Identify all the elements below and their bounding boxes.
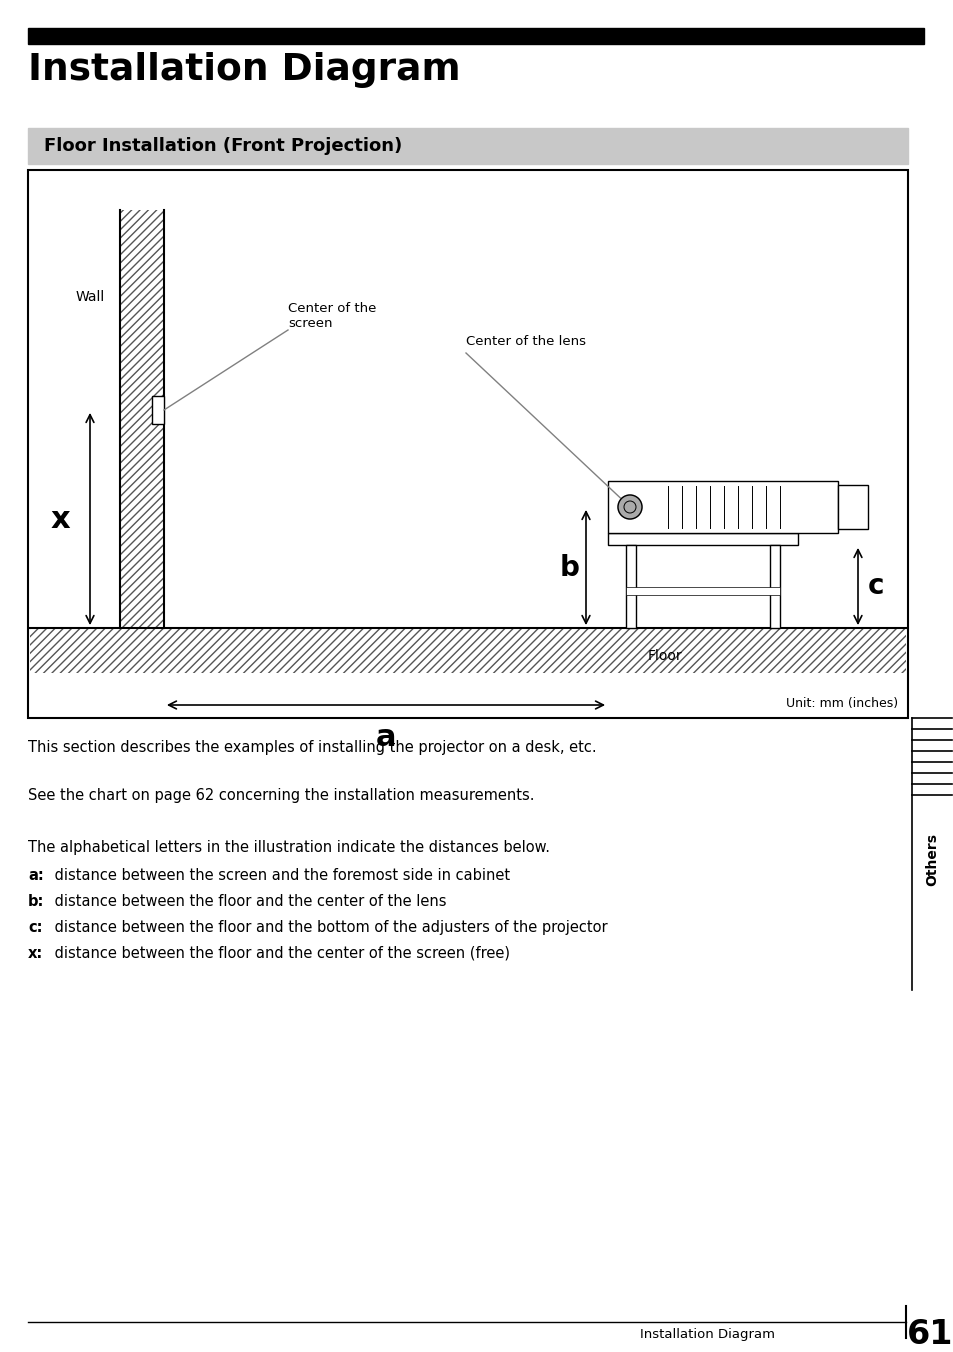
Bar bbox=[28, 28, 923, 45]
Text: See the chart on page 62 concerning the installation measurements.: See the chart on page 62 concerning the … bbox=[28, 788, 534, 803]
Bar bbox=[837, 485, 867, 529]
Text: Installation Diagram: Installation Diagram bbox=[639, 1328, 774, 1341]
Text: The alphabetical letters in the illustration indicate the distances below.: The alphabetical letters in the illustra… bbox=[28, 840, 550, 854]
Bar bbox=[120, 210, 164, 627]
Text: Center of the
screen: Center of the screen bbox=[288, 301, 376, 330]
Bar bbox=[28, 128, 907, 164]
Bar bbox=[607, 481, 837, 533]
Text: distance between the screen and the foremost side in cabinet: distance between the screen and the fore… bbox=[50, 868, 510, 883]
Text: x:: x: bbox=[28, 946, 43, 961]
Text: a:: a: bbox=[28, 868, 44, 883]
Bar bbox=[769, 545, 780, 627]
Bar bbox=[28, 170, 907, 718]
Text: b: b bbox=[559, 553, 579, 581]
Bar bbox=[30, 627, 905, 673]
Text: 61: 61 bbox=[906, 1318, 952, 1351]
Text: This section describes the examples of installing the projector on a desk, etc.: This section describes the examples of i… bbox=[28, 740, 596, 754]
Bar bbox=[152, 396, 164, 425]
Bar bbox=[607, 533, 797, 545]
Text: b:: b: bbox=[28, 894, 45, 909]
Text: Floor Installation (Front Projection): Floor Installation (Front Projection) bbox=[44, 137, 402, 155]
Text: Wall: Wall bbox=[76, 289, 105, 304]
Text: Floor: Floor bbox=[647, 649, 682, 662]
Bar bbox=[625, 545, 636, 627]
Text: distance between the floor and the center of the lens: distance between the floor and the cente… bbox=[50, 894, 446, 909]
Bar bbox=[625, 587, 780, 595]
Text: distance between the floor and the bottom of the adjusters of the projector: distance between the floor and the botto… bbox=[50, 919, 607, 936]
Text: Installation Diagram: Installation Diagram bbox=[28, 51, 460, 88]
Text: Unit: mm (inches): Unit: mm (inches) bbox=[785, 698, 897, 710]
Text: c:: c: bbox=[28, 919, 43, 936]
Text: a: a bbox=[375, 723, 395, 752]
Text: c: c bbox=[867, 572, 883, 600]
Text: distance between the floor and the center of the screen (free): distance between the floor and the cente… bbox=[50, 946, 510, 961]
Text: Others: Others bbox=[924, 833, 938, 887]
Text: x: x bbox=[51, 504, 70, 534]
Circle shape bbox=[618, 495, 641, 519]
Text: Center of the lens: Center of the lens bbox=[465, 335, 585, 347]
